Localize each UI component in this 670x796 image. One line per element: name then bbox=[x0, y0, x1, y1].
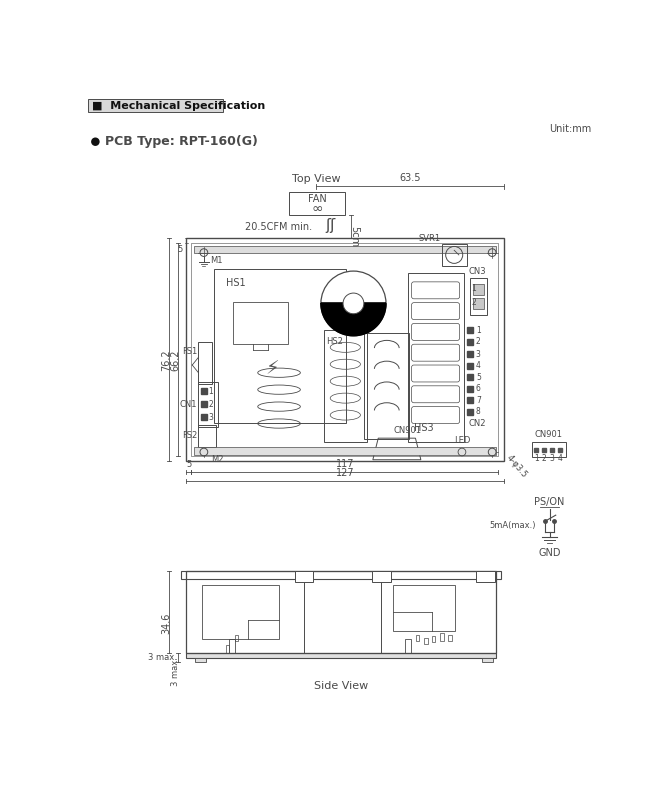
Text: 76.2: 76.2 bbox=[161, 349, 171, 371]
Bar bbox=[440, 633, 444, 641]
Bar bbox=[405, 639, 411, 653]
Bar bbox=[186, 238, 504, 461]
Bar bbox=[194, 246, 496, 252]
Bar bbox=[202, 585, 279, 639]
Bar bbox=[198, 382, 218, 427]
Text: CN901: CN901 bbox=[535, 430, 563, 439]
Text: 3 max.: 3 max. bbox=[148, 654, 177, 662]
Bar bbox=[473, 284, 484, 295]
Circle shape bbox=[343, 293, 364, 314]
Text: ∞: ∞ bbox=[312, 201, 323, 216]
Text: 6: 6 bbox=[476, 384, 481, 393]
Text: 63.5: 63.5 bbox=[399, 174, 421, 183]
Bar bbox=[289, 192, 345, 215]
Text: Unit:mm: Unit:mm bbox=[549, 123, 592, 134]
Text: 127: 127 bbox=[336, 468, 354, 478]
Text: 2: 2 bbox=[476, 338, 480, 346]
Bar bbox=[473, 298, 484, 309]
Text: Top View: Top View bbox=[292, 174, 340, 184]
Text: HS3: HS3 bbox=[414, 423, 433, 433]
Text: 2: 2 bbox=[208, 400, 213, 409]
Text: 1: 1 bbox=[208, 387, 213, 396]
Text: LED: LED bbox=[454, 436, 470, 445]
Text: 1: 1 bbox=[476, 326, 480, 335]
Text: Side View: Side View bbox=[314, 681, 368, 691]
Text: 3: 3 bbox=[549, 455, 554, 463]
Text: PCB Type: RPT-160(G): PCB Type: RPT-160(G) bbox=[105, 135, 257, 148]
Polygon shape bbox=[321, 303, 386, 336]
Bar bbox=[424, 638, 428, 644]
Bar bbox=[470, 278, 486, 315]
Text: FS2: FS2 bbox=[182, 431, 197, 440]
Text: 7: 7 bbox=[476, 396, 481, 405]
Text: 8: 8 bbox=[476, 408, 480, 416]
Text: 1: 1 bbox=[534, 455, 539, 463]
Bar bbox=[186, 653, 496, 657]
Text: 34.6: 34.6 bbox=[161, 612, 171, 634]
Bar bbox=[192, 244, 498, 456]
Text: HS1: HS1 bbox=[226, 278, 245, 288]
Bar bbox=[196, 657, 206, 662]
Bar bbox=[88, 100, 223, 111]
Text: 66.2: 66.2 bbox=[170, 349, 180, 371]
Bar bbox=[442, 244, 466, 266]
Bar bbox=[226, 646, 229, 653]
Text: 4-φ3.5: 4-φ3.5 bbox=[505, 454, 529, 480]
Text: M1: M1 bbox=[210, 256, 222, 265]
Bar bbox=[476, 572, 494, 582]
Text: GND: GND bbox=[538, 548, 561, 557]
Bar bbox=[233, 302, 287, 344]
Bar bbox=[198, 425, 216, 447]
Text: 4: 4 bbox=[557, 455, 562, 463]
Bar bbox=[324, 330, 366, 442]
Circle shape bbox=[91, 138, 100, 146]
Text: HS2: HS2 bbox=[326, 337, 343, 345]
Bar bbox=[416, 634, 419, 641]
Text: PS/ON: PS/ON bbox=[535, 498, 565, 508]
Text: CN3: CN3 bbox=[469, 267, 486, 275]
Text: 5: 5 bbox=[186, 460, 192, 469]
Text: 4: 4 bbox=[476, 361, 481, 370]
Text: 2: 2 bbox=[542, 455, 547, 463]
Text: ʃʃ: ʃʃ bbox=[325, 218, 335, 233]
Text: FAN: FAN bbox=[308, 194, 326, 205]
Bar bbox=[182, 572, 500, 579]
Bar bbox=[431, 636, 435, 642]
Text: 20.5CFM min.: 20.5CFM min. bbox=[245, 222, 312, 232]
Bar bbox=[235, 634, 238, 641]
Bar bbox=[482, 657, 493, 662]
Text: CN901: CN901 bbox=[394, 426, 421, 435]
Bar bbox=[532, 442, 565, 458]
Text: 3 max.: 3 max. bbox=[171, 657, 180, 686]
Text: 3: 3 bbox=[208, 413, 214, 422]
Circle shape bbox=[321, 271, 386, 336]
Text: 117: 117 bbox=[336, 459, 354, 469]
Text: 5: 5 bbox=[476, 373, 481, 382]
Bar bbox=[214, 269, 346, 423]
Text: ⚡: ⚡ bbox=[265, 359, 279, 378]
Bar bbox=[194, 447, 496, 455]
Bar bbox=[364, 333, 409, 439]
Bar bbox=[408, 272, 464, 442]
Bar bbox=[372, 572, 391, 582]
Bar bbox=[393, 585, 455, 631]
Bar bbox=[448, 634, 452, 641]
Text: 5mA(max.): 5mA(max.) bbox=[489, 521, 535, 530]
Text: 5cm: 5cm bbox=[349, 226, 359, 248]
Text: 3: 3 bbox=[476, 349, 481, 359]
Text: FS1: FS1 bbox=[182, 346, 197, 356]
Text: CN1: CN1 bbox=[180, 400, 197, 409]
Text: CN2: CN2 bbox=[468, 419, 486, 428]
Bar bbox=[186, 572, 496, 653]
Text: 1: 1 bbox=[471, 284, 476, 293]
Text: SVR1: SVR1 bbox=[418, 233, 440, 243]
Bar bbox=[228, 639, 235, 653]
Text: M2: M2 bbox=[211, 455, 223, 464]
Text: ■  Mechanical Specification: ■ Mechanical Specification bbox=[92, 100, 265, 111]
Text: 2: 2 bbox=[471, 298, 476, 307]
Text: 5: 5 bbox=[178, 245, 183, 254]
Bar bbox=[295, 572, 313, 582]
